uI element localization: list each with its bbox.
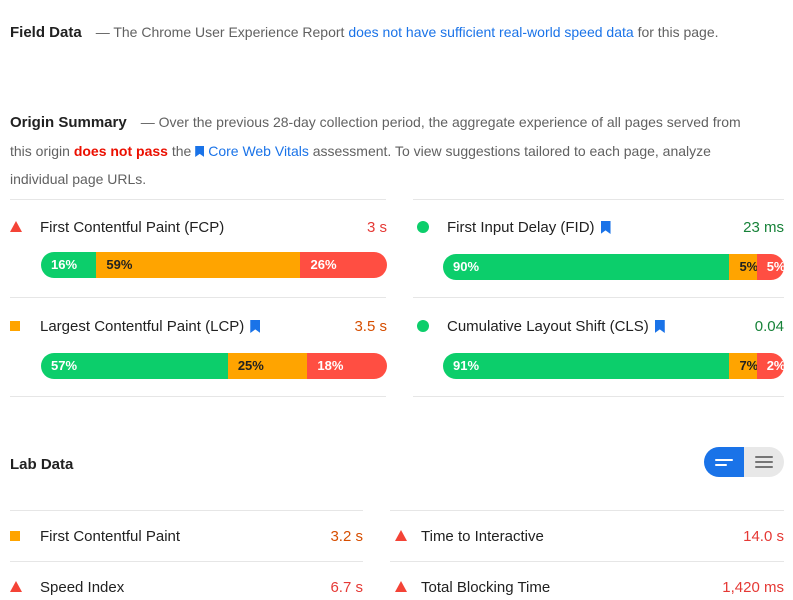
lab-metric-name: Total Blocking Time xyxy=(421,579,551,596)
green-circle-icon xyxy=(417,320,429,332)
metric-cls[interactable]: Cumulative Layout Shift (CLS) 0.04 xyxy=(417,311,784,341)
bookmark-icon xyxy=(195,146,205,157)
lab-metric-tti[interactable]: Time to Interactive 14.0 s xyxy=(395,521,784,551)
good-segment: 16% xyxy=(41,252,97,278)
bookmark-icon xyxy=(600,221,611,234)
lab-metric-name: Time to Interactive xyxy=(421,528,544,545)
divider xyxy=(413,396,784,397)
lab-metric-tbt[interactable]: Total Blocking Time 1,420 ms xyxy=(395,572,784,600)
lab-metric-name: Speed Index xyxy=(40,579,125,596)
good-segment: 57% xyxy=(41,353,228,379)
core-web-vitals-link-label: Core Web Vitals xyxy=(208,143,309,159)
divider xyxy=(10,510,363,511)
origin-summary-heading: Origin Summary xyxy=(10,114,127,131)
divider xyxy=(390,510,784,511)
distribution-bar-lcp: 57% 25% 18% xyxy=(41,353,387,379)
list-icon xyxy=(755,461,773,463)
bookmark-icon xyxy=(250,320,261,333)
lab-metric-value: 6.7 s xyxy=(330,579,363,596)
field-data-section: Field Data — The Chrome User Experience R… xyxy=(10,18,750,47)
field-data-heading: Field Data xyxy=(10,24,82,41)
divider xyxy=(10,297,386,298)
insufficient-data-link[interactable]: does not have sufficient real-world spee… xyxy=(348,24,634,40)
detail-view-button[interactable] xyxy=(744,447,784,477)
list-icon xyxy=(755,456,773,458)
divider xyxy=(10,199,386,200)
lab-metric-fcp[interactable]: First Contentful Paint 3.2 s xyxy=(10,521,363,551)
divider xyxy=(10,396,386,397)
metric-fid[interactable]: First Input Delay (FID) 23 ms xyxy=(417,212,784,242)
divider xyxy=(413,199,784,200)
divider xyxy=(10,561,363,562)
red-triangle-icon xyxy=(395,530,407,541)
average-segment: 7% xyxy=(729,353,758,379)
divider xyxy=(413,297,784,298)
red-triangle-icon xyxy=(10,221,22,232)
lab-metric-name: First Contentful Paint xyxy=(40,528,181,545)
metric-name: Largest Contentful Paint (LCP) xyxy=(40,318,261,335)
poor-segment: 26% xyxy=(300,252,387,278)
green-circle-icon xyxy=(417,221,429,233)
metric-value: 0.04 xyxy=(754,318,784,335)
metric-name-label: First Input Delay (FID) xyxy=(447,219,595,236)
red-triangle-icon xyxy=(10,581,22,592)
origin-summary-section: Origin Summary — Over the previous 28-day… xyxy=(10,108,750,193)
field-data-text-before: — The Chrome User Experience Report xyxy=(95,24,349,40)
average-segment: 5% xyxy=(729,254,758,280)
core-web-vitals-link[interactable]: Core Web Vitals xyxy=(195,143,309,159)
metric-name-label: Cumulative Layout Shift (CLS) xyxy=(447,318,649,335)
summary-view-button[interactable] xyxy=(704,447,744,477)
lab-metric-value: 3.2 s xyxy=(330,528,363,545)
view-toggle[interactable] xyxy=(704,447,784,477)
good-segment: 91% xyxy=(443,353,730,379)
metric-name-label: Largest Contentful Paint (LCP) xyxy=(40,318,245,335)
average-segment: 59% xyxy=(96,252,301,278)
orange-square-icon xyxy=(10,321,20,331)
distribution-bar-fcp: 16% 59% 26% xyxy=(41,252,387,278)
divider xyxy=(390,561,784,562)
assessment-fail-text: does not pass xyxy=(73,143,168,159)
distribution-bar-fid: 90% 5% 5% xyxy=(443,254,784,280)
lines-icon xyxy=(715,463,727,466)
origin-summary-text-after: assessment. To view suggestions tailored… xyxy=(10,143,711,187)
lab-metric-speed-index[interactable]: Speed Index 6.7 s xyxy=(10,572,363,600)
lab-metric-value: 14.0 s xyxy=(743,528,784,545)
origin-summary-text-mid: the xyxy=(167,143,196,159)
poor-segment: 5% xyxy=(756,254,784,280)
metric-value: 23 ms xyxy=(743,219,784,236)
bookmark-icon xyxy=(654,320,665,333)
metric-name: Cumulative Layout Shift (CLS) xyxy=(447,318,665,335)
distribution-bar-cls: 91% 7% 2% xyxy=(443,353,784,379)
metric-value: 3.5 s xyxy=(354,318,387,335)
poor-segment: 18% xyxy=(307,353,387,379)
good-segment: 90% xyxy=(443,254,730,280)
average-segment: 25% xyxy=(227,353,308,379)
poor-segment: 2% xyxy=(756,353,784,379)
lab-data-heading: Lab Data xyxy=(10,456,74,473)
list-icon xyxy=(755,466,773,468)
lab-metric-value: 1,420 ms xyxy=(722,579,784,596)
orange-square-icon xyxy=(10,531,20,541)
metric-lcp[interactable]: Largest Contentful Paint (LCP) 3.5 s xyxy=(10,311,387,341)
lines-icon xyxy=(715,458,733,461)
metric-name: First Input Delay (FID) xyxy=(447,219,611,236)
metric-fcp[interactable]: First Contentful Paint (FCP) 3 s xyxy=(10,212,387,242)
red-triangle-icon xyxy=(395,581,407,592)
field-data-text-after: for this page. xyxy=(633,24,719,40)
metric-name: First Contentful Paint (FCP) xyxy=(40,219,225,236)
metric-value: 3 s xyxy=(366,219,387,236)
origin-summary-text-before: — Over the previous 28-day collection pe… xyxy=(10,114,741,159)
